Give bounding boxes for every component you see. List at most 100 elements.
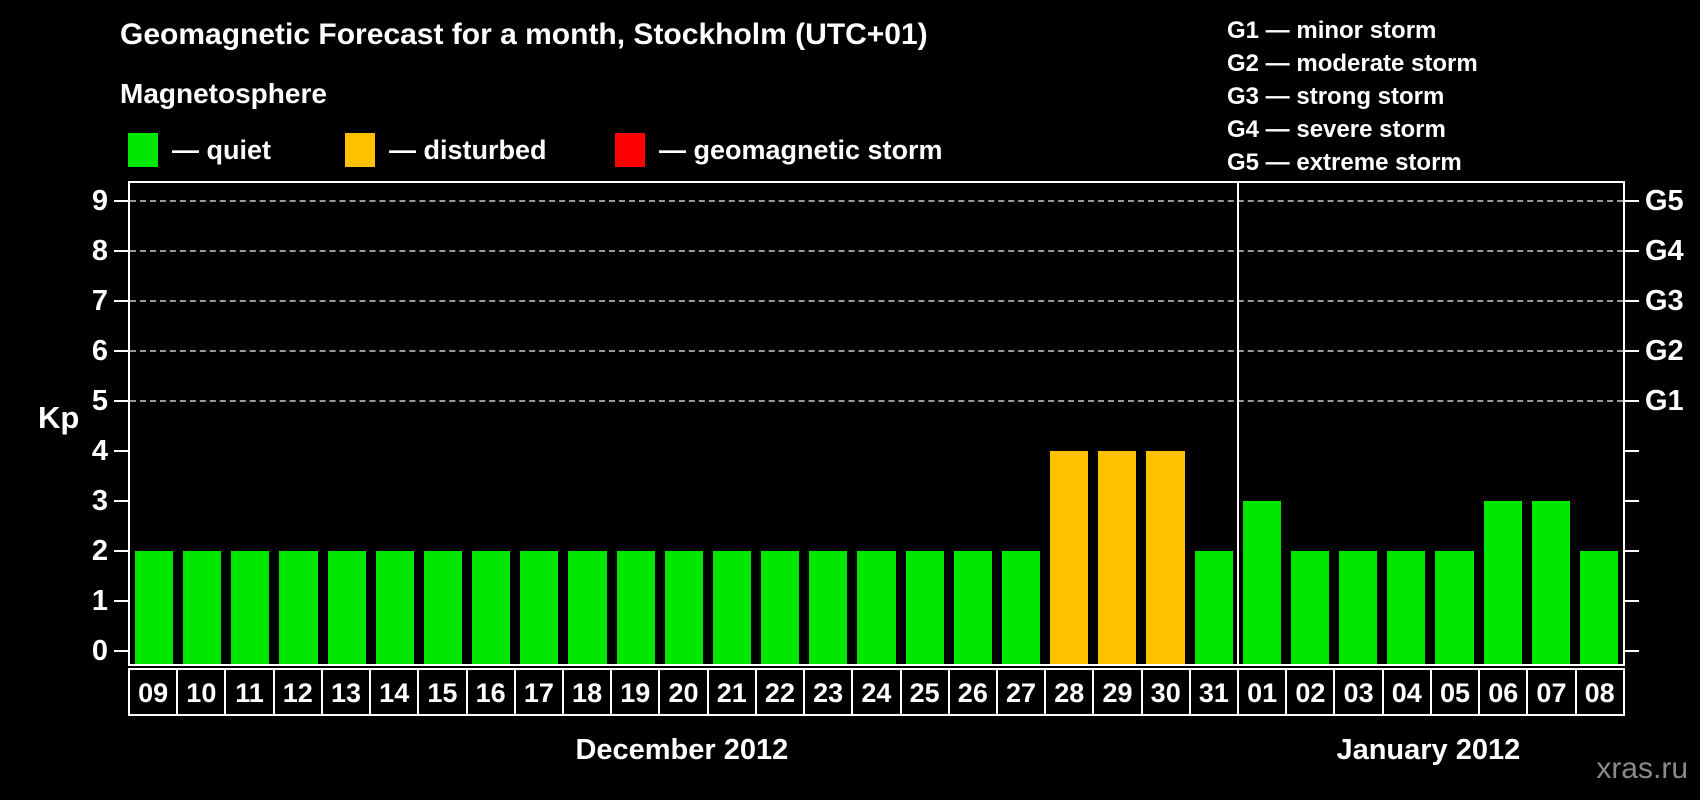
kp-bar-02 <box>1290 551 1330 664</box>
date-cell-20: 20 <box>658 668 709 716</box>
y-tick-label-8: 8 <box>91 235 108 267</box>
grid-line-kp-6 <box>130 350 1623 352</box>
legend-item-storm: — geomagnetic storm <box>615 132 943 168</box>
kp-bar-21 <box>712 551 752 664</box>
legend-label-quiet: — quiet <box>172 134 271 165</box>
y-tick-right-6 <box>1625 350 1639 352</box>
y-tick-label-7: 7 <box>91 285 108 317</box>
month-divider <box>1236 183 1239 664</box>
kp-bar-14 <box>375 551 414 664</box>
chart-title: Geomagnetic Forecast for a month, Stockh… <box>120 18 928 51</box>
y-tick-label-6: 6 <box>91 335 108 367</box>
kp-bar-04 <box>1387 551 1426 664</box>
g2-legend-line: G2 — moderate storm <box>1227 50 1478 77</box>
date-cell-31: 31 <box>1188 668 1240 716</box>
kp-bar-10 <box>183 551 222 664</box>
date-cell-09: 09 <box>128 668 179 716</box>
month-label-january: January 2012 <box>1336 734 1521 766</box>
kp-bar-01 <box>1242 501 1281 664</box>
g-axis-label-g5: G5 <box>1645 185 1684 217</box>
kp-bar-20 <box>664 551 703 664</box>
watermark: xras.ru <box>1596 752 1688 785</box>
date-cell-11: 11 <box>224 668 275 716</box>
y-tick-right-2 <box>1625 550 1639 552</box>
g-axis-label-g1: G1 <box>1645 385 1684 417</box>
kp-bar-19 <box>616 551 655 664</box>
date-cell-28: 28 <box>1044 668 1095 716</box>
kp-bar-27 <box>1001 551 1041 664</box>
y-tick-right-8 <box>1625 250 1639 252</box>
kp-bar-06 <box>1483 501 1522 664</box>
kp-bar-15 <box>423 551 463 664</box>
y-tick-left-7 <box>114 300 128 302</box>
y-tick-label-2: 2 <box>91 535 108 567</box>
y-tick-label-4: 4 <box>91 435 108 467</box>
kp-bar-18 <box>568 551 607 664</box>
y-tick-label-1: 1 <box>91 585 108 617</box>
g5-legend-line: G5 — extreme storm <box>1227 149 1462 176</box>
y-tick-right-4 <box>1625 450 1639 452</box>
kp-bar-30 <box>1146 451 1185 664</box>
y-tick-left-4 <box>114 450 128 452</box>
legend-item-quiet: — quiet <box>128 132 271 168</box>
kp-bar-24 <box>857 551 896 664</box>
y-tick-right-7 <box>1625 300 1639 302</box>
date-cell-06: 06 <box>1478 668 1529 716</box>
g3-legend-line: G3 — strong storm <box>1227 83 1445 110</box>
date-cell-13: 13 <box>320 668 372 716</box>
y-tick-label-3: 3 <box>91 485 108 517</box>
quiet-color-swatch <box>128 133 158 167</box>
y-tick-label-0: 0 <box>91 635 108 667</box>
kp-bar-25 <box>905 551 944 664</box>
date-cell-04: 04 <box>1381 668 1432 716</box>
kp-bar-11 <box>231 551 270 664</box>
magnetosphere-label: Magnetosphere <box>120 78 327 109</box>
date-cell-01: 01 <box>1237 668 1288 716</box>
grid-line-kp-7 <box>130 300 1623 302</box>
kp-bar-09 <box>135 551 174 664</box>
kp-bar-13 <box>327 551 366 664</box>
date-cell-21: 21 <box>706 668 757 716</box>
y-tick-right-0 <box>1625 650 1639 652</box>
grid-line-kp-5 <box>130 400 1623 402</box>
legend-item-disturbed: — disturbed <box>345 132 547 168</box>
y-tick-left-6 <box>114 350 128 352</box>
kp-bar-05 <box>1435 551 1474 664</box>
date-cell-16: 16 <box>465 668 516 716</box>
date-cell-17: 17 <box>513 668 564 716</box>
kp-bar-07 <box>1531 501 1570 664</box>
g-axis-label-g4: G4 <box>1645 235 1684 267</box>
g1-legend-line: G1 — minor storm <box>1227 17 1437 44</box>
kp-bar-08 <box>1579 551 1618 664</box>
kp-bar-22 <box>761 551 800 664</box>
date-cell-08: 08 <box>1574 668 1625 716</box>
date-cell-10: 10 <box>176 668 227 716</box>
y-tick-right-1 <box>1625 600 1639 602</box>
g-axis-label-g3: G3 <box>1645 285 1684 317</box>
date-cell-25: 25 <box>899 668 950 716</box>
kp-bar-26 <box>953 551 992 664</box>
date-cell-18: 18 <box>561 668 613 716</box>
y-axis-title: Kp <box>38 400 80 435</box>
y-tick-right-3 <box>1625 500 1639 502</box>
y-tick-label-9: 9 <box>91 185 108 217</box>
disturbed-color-swatch <box>345 133 375 167</box>
kp-bar-16 <box>472 551 511 664</box>
date-cell-05: 05 <box>1429 668 1481 716</box>
y-tick-left-2 <box>114 550 128 552</box>
date-cell-22: 22 <box>754 668 806 716</box>
y-tick-right-5 <box>1625 400 1639 402</box>
date-cell-19: 19 <box>610 668 661 716</box>
date-axis: 09 10 11 12 13 14 15 16 17 18 19 20 21 22 23 24 25 26 27 28… <box>128 668 1625 716</box>
kp-bar-28 <box>1050 451 1089 664</box>
kp-bar-03 <box>1339 551 1378 664</box>
legend-label-storm: — geomagnetic storm <box>659 134 943 165</box>
y-tick-left-8 <box>114 250 128 252</box>
date-cell-15: 15 <box>417 668 468 716</box>
y-tick-left-1 <box>114 600 128 602</box>
g-axis-label-g2: G2 <box>1645 335 1684 367</box>
y-tick-left-0 <box>114 650 128 652</box>
date-cell-07: 07 <box>1526 668 1577 716</box>
date-cell-14: 14 <box>369 668 420 716</box>
